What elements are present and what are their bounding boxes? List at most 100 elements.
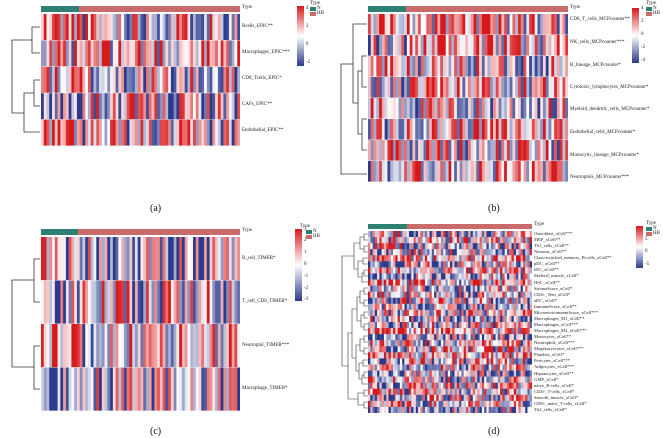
heatmap-cell <box>377 231 380 238</box>
heatmap-cell <box>41 280 45 325</box>
heatmap-cell <box>206 40 210 68</box>
heatmap-cell <box>82 66 86 94</box>
heatmap-cell <box>520 376 524 383</box>
heatmap-cell <box>529 279 532 286</box>
heatmap-cell <box>511 231 515 238</box>
heatmap-cell <box>461 267 464 274</box>
heatmap-cell <box>506 285 510 292</box>
heatmap-cell <box>63 14 67 41</box>
heatmap-cell <box>157 14 161 41</box>
heatmap-cell <box>223 367 227 411</box>
heatmap-cell <box>520 328 524 335</box>
heatmap-cell <box>409 237 412 244</box>
heatmap-cell <box>420 334 423 341</box>
heatmap-cell <box>476 140 480 162</box>
heatmap-cell <box>472 352 476 359</box>
heatmap-cell <box>112 66 116 94</box>
heatmap-cell <box>506 315 510 323</box>
heatmap-cell <box>390 35 394 57</box>
heatmap-cell <box>54 40 58 68</box>
heatmap-cell <box>470 273 474 280</box>
heatmap-cell <box>486 255 490 262</box>
heatmap-cell <box>431 297 435 305</box>
heatmap-cell <box>212 367 216 411</box>
heatmap-cell <box>468 273 471 280</box>
heatmap-cell <box>468 56 472 78</box>
heatmap-cell <box>470 267 474 274</box>
heatmap-cell <box>502 315 505 323</box>
heatmap-cell <box>201 14 205 41</box>
heatmap-cell <box>488 303 492 311</box>
heatmap-cell <box>415 56 419 78</box>
heatmap-cell <box>146 93 150 120</box>
heatmap-cell <box>465 14 469 36</box>
heatmap-cell <box>486 291 490 299</box>
heatmap-cell <box>393 243 396 250</box>
heatmap-cell <box>493 140 497 162</box>
heatmap-cell <box>513 315 517 323</box>
heatmap-cell <box>406 388 410 396</box>
heatmap-cell <box>509 237 512 244</box>
heatmap-cell <box>520 237 524 244</box>
heatmap-cell <box>388 249 392 256</box>
heatmap-cell <box>223 324 227 368</box>
heatmap-cell <box>445 56 449 78</box>
heatmap-cell <box>434 400 437 408</box>
heatmap-cell <box>162 237 166 281</box>
heatmap-cell <box>373 35 377 57</box>
heatmap-cell <box>381 309 385 317</box>
heatmap-cell <box>90 14 94 41</box>
heatmap-cell <box>415 406 419 413</box>
heatmap-cell <box>418 382 421 390</box>
heatmap-cell <box>377 261 380 268</box>
heatmap-cell <box>418 346 421 353</box>
heatmap-cell <box>404 261 408 268</box>
heatmap-cell <box>491 279 494 286</box>
heatmap-cell <box>493 261 496 268</box>
heatmap-cell <box>431 346 435 353</box>
heatmap-cell <box>477 364 480 371</box>
heatmap-cell <box>398 119 402 141</box>
heatmap-cell <box>495 249 499 256</box>
heatmap-cell <box>429 346 433 353</box>
heatmap-cell <box>429 309 433 317</box>
heatmap-cell <box>370 364 373 371</box>
heatmap-cell <box>525 231 528 238</box>
heatmap-cell <box>395 140 399 162</box>
heatmap-cell <box>132 14 136 41</box>
heatmap-cell <box>559 35 563 57</box>
heatmap-cell <box>450 352 453 359</box>
heatmap-cell <box>488 279 492 286</box>
heatmap-cell <box>518 297 521 305</box>
heatmap-cell <box>409 35 413 57</box>
heatmap-cell <box>377 382 380 390</box>
color-tick-d-1: 5 <box>645 237 648 242</box>
heatmap-cell <box>431 309 435 317</box>
heatmap-cell <box>411 370 414 377</box>
heatmap-cell <box>181 237 186 281</box>
heatmap-cell <box>461 400 464 408</box>
heatmap-cell <box>201 280 205 325</box>
heatmap-cell <box>422 346 426 353</box>
heatmap-cell <box>193 66 197 94</box>
heatmap-cell <box>397 249 401 256</box>
heatmap-cell <box>493 249 496 256</box>
heatmap-cell <box>515 98 519 120</box>
heatmap-cell <box>465 322 469 329</box>
heatmap-cell <box>415 249 419 256</box>
heatmap-cell <box>518 388 521 396</box>
heatmap-cell <box>438 400 442 408</box>
heatmap-cell <box>486 322 490 329</box>
heatmap-cell <box>209 93 213 120</box>
heatmap-cell <box>404 400 408 408</box>
heatmap-cell <box>473 56 477 78</box>
heatmap-cell <box>226 367 230 411</box>
heatmap-cell <box>159 66 163 94</box>
heatmap-cell <box>516 340 519 347</box>
heatmap-cell <box>481 382 485 390</box>
heatmap-cell <box>520 352 524 359</box>
heatmap-cell <box>429 279 433 286</box>
heatmap-cell <box>463 334 467 341</box>
heatmap-cell <box>79 14 83 41</box>
heatmap-cell <box>101 367 105 411</box>
